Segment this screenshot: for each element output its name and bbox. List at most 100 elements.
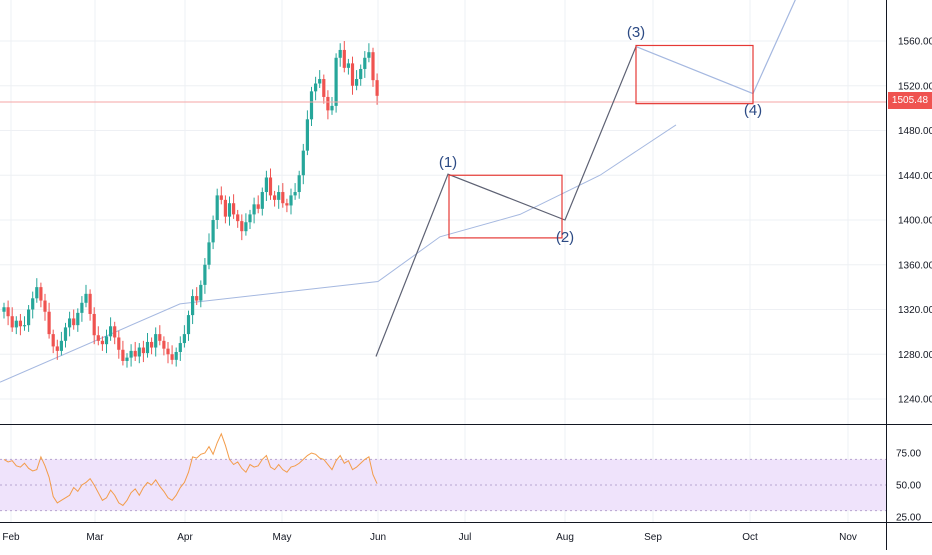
candle-body bbox=[281, 192, 285, 204]
candle-body bbox=[359, 68, 363, 80]
candle-body bbox=[129, 350, 133, 358]
candle-body bbox=[248, 214, 252, 223]
price-tick-label: 1240.00 bbox=[898, 395, 932, 406]
oscillator-band bbox=[0, 459, 886, 511]
wave-label: (2) bbox=[556, 229, 574, 246]
time-tick-label: Aug bbox=[556, 532, 574, 543]
candle-body bbox=[350, 63, 355, 86]
candle-body bbox=[2, 307, 6, 312]
candle-body bbox=[59, 340, 63, 351]
candle-body bbox=[51, 334, 55, 347]
wave-path bbox=[375, 46, 637, 357]
candle-body bbox=[322, 79, 326, 97]
price-tick-label: 1440.00 bbox=[898, 171, 932, 182]
candle-body bbox=[121, 349, 125, 361]
candle-body bbox=[27, 309, 31, 326]
time-tick-label: Jul bbox=[459, 532, 472, 543]
price-tick-label: 1320.00 bbox=[898, 305, 932, 316]
candle-body bbox=[145, 341, 150, 354]
candle-body bbox=[109, 326, 113, 337]
candle-body bbox=[363, 57, 367, 69]
candle-body bbox=[264, 177, 268, 193]
candle-body bbox=[244, 222, 248, 232]
candle-body bbox=[211, 220, 215, 243]
candle-body bbox=[162, 340, 166, 349]
candle-body bbox=[207, 242, 211, 265]
candle-body bbox=[289, 195, 293, 206]
candle-body bbox=[330, 105, 334, 111]
time-tick-label: Oct bbox=[742, 532, 758, 543]
candle-body bbox=[314, 83, 318, 92]
candle-body bbox=[215, 195, 219, 220]
oscillator-line bbox=[3, 432, 378, 507]
candle-body bbox=[301, 150, 305, 176]
candle-body bbox=[273, 195, 277, 200]
candle-body bbox=[154, 334, 158, 348]
candle-body bbox=[309, 91, 314, 120]
candle-body bbox=[338, 49, 342, 58]
candle-body bbox=[113, 326, 117, 338]
candle-body bbox=[355, 79, 359, 86]
last-price-badge: 1505.48 bbox=[888, 92, 932, 109]
candle-body bbox=[80, 302, 84, 313]
consolidation-box bbox=[635, 44, 754, 105]
candle-body bbox=[137, 347, 141, 357]
candle-body bbox=[219, 195, 223, 200]
time-tick-label: Feb bbox=[2, 532, 20, 543]
candle-body bbox=[31, 298, 35, 310]
candle-body bbox=[68, 318, 72, 328]
time-tick-label: May bbox=[273, 532, 292, 543]
price-tick-label: 1400.00 bbox=[898, 216, 932, 227]
time-tick-label: Nov bbox=[839, 532, 857, 543]
candle-body bbox=[55, 346, 59, 351]
candle-body bbox=[84, 293, 88, 303]
candle-body bbox=[166, 348, 170, 355]
candle-body bbox=[10, 316, 14, 328]
candle-body bbox=[100, 340, 104, 345]
candle-body bbox=[141, 347, 145, 354]
candle-body bbox=[182, 334, 186, 344]
candle-body bbox=[178, 343, 182, 353]
time-tick-label: Sep bbox=[644, 532, 662, 543]
candle-body bbox=[125, 357, 129, 361]
time-tick-label: Mar bbox=[86, 532, 104, 543]
candle-body bbox=[367, 52, 371, 58]
candle-body bbox=[170, 354, 174, 360]
candle-body bbox=[88, 293, 92, 314]
candle-body bbox=[76, 312, 80, 326]
price-tick-label: 1360.00 bbox=[898, 260, 932, 271]
candle-body bbox=[371, 52, 375, 81]
wave-label: (4) bbox=[744, 102, 762, 119]
moving-average-line bbox=[0, 124, 677, 383]
oscillator-tick-label: 50.00 bbox=[896, 481, 921, 492]
candle-body bbox=[252, 204, 256, 215]
candle-body bbox=[375, 80, 379, 96]
candle-body bbox=[47, 311, 51, 335]
wave-projection-path bbox=[635, 0, 796, 95]
price-tick-label: 1520.00 bbox=[898, 81, 932, 92]
candle-body bbox=[297, 175, 301, 193]
candle-body bbox=[158, 334, 162, 341]
candle-body bbox=[63, 327, 68, 341]
time-tick-label: Apr bbox=[177, 532, 193, 543]
time-tick-label: Jun bbox=[370, 532, 386, 543]
price-tick-label: 1480.00 bbox=[898, 126, 932, 137]
candle-body bbox=[18, 320, 22, 327]
candle-body bbox=[92, 313, 96, 336]
price-tick-label: 1560.00 bbox=[898, 37, 932, 48]
candle-body bbox=[256, 204, 260, 209]
candle-body bbox=[346, 63, 350, 68]
candle-body bbox=[186, 315, 191, 335]
candle-body bbox=[72, 318, 76, 326]
candle-body bbox=[43, 300, 47, 312]
candle-body bbox=[191, 296, 195, 316]
candle-body bbox=[6, 307, 10, 317]
candle-body bbox=[334, 57, 338, 106]
candle-body bbox=[342, 49, 346, 68]
candle-body bbox=[268, 177, 273, 196]
candle-body bbox=[199, 284, 203, 301]
candle-body bbox=[232, 203, 236, 215]
consolidation-box bbox=[448, 174, 563, 239]
